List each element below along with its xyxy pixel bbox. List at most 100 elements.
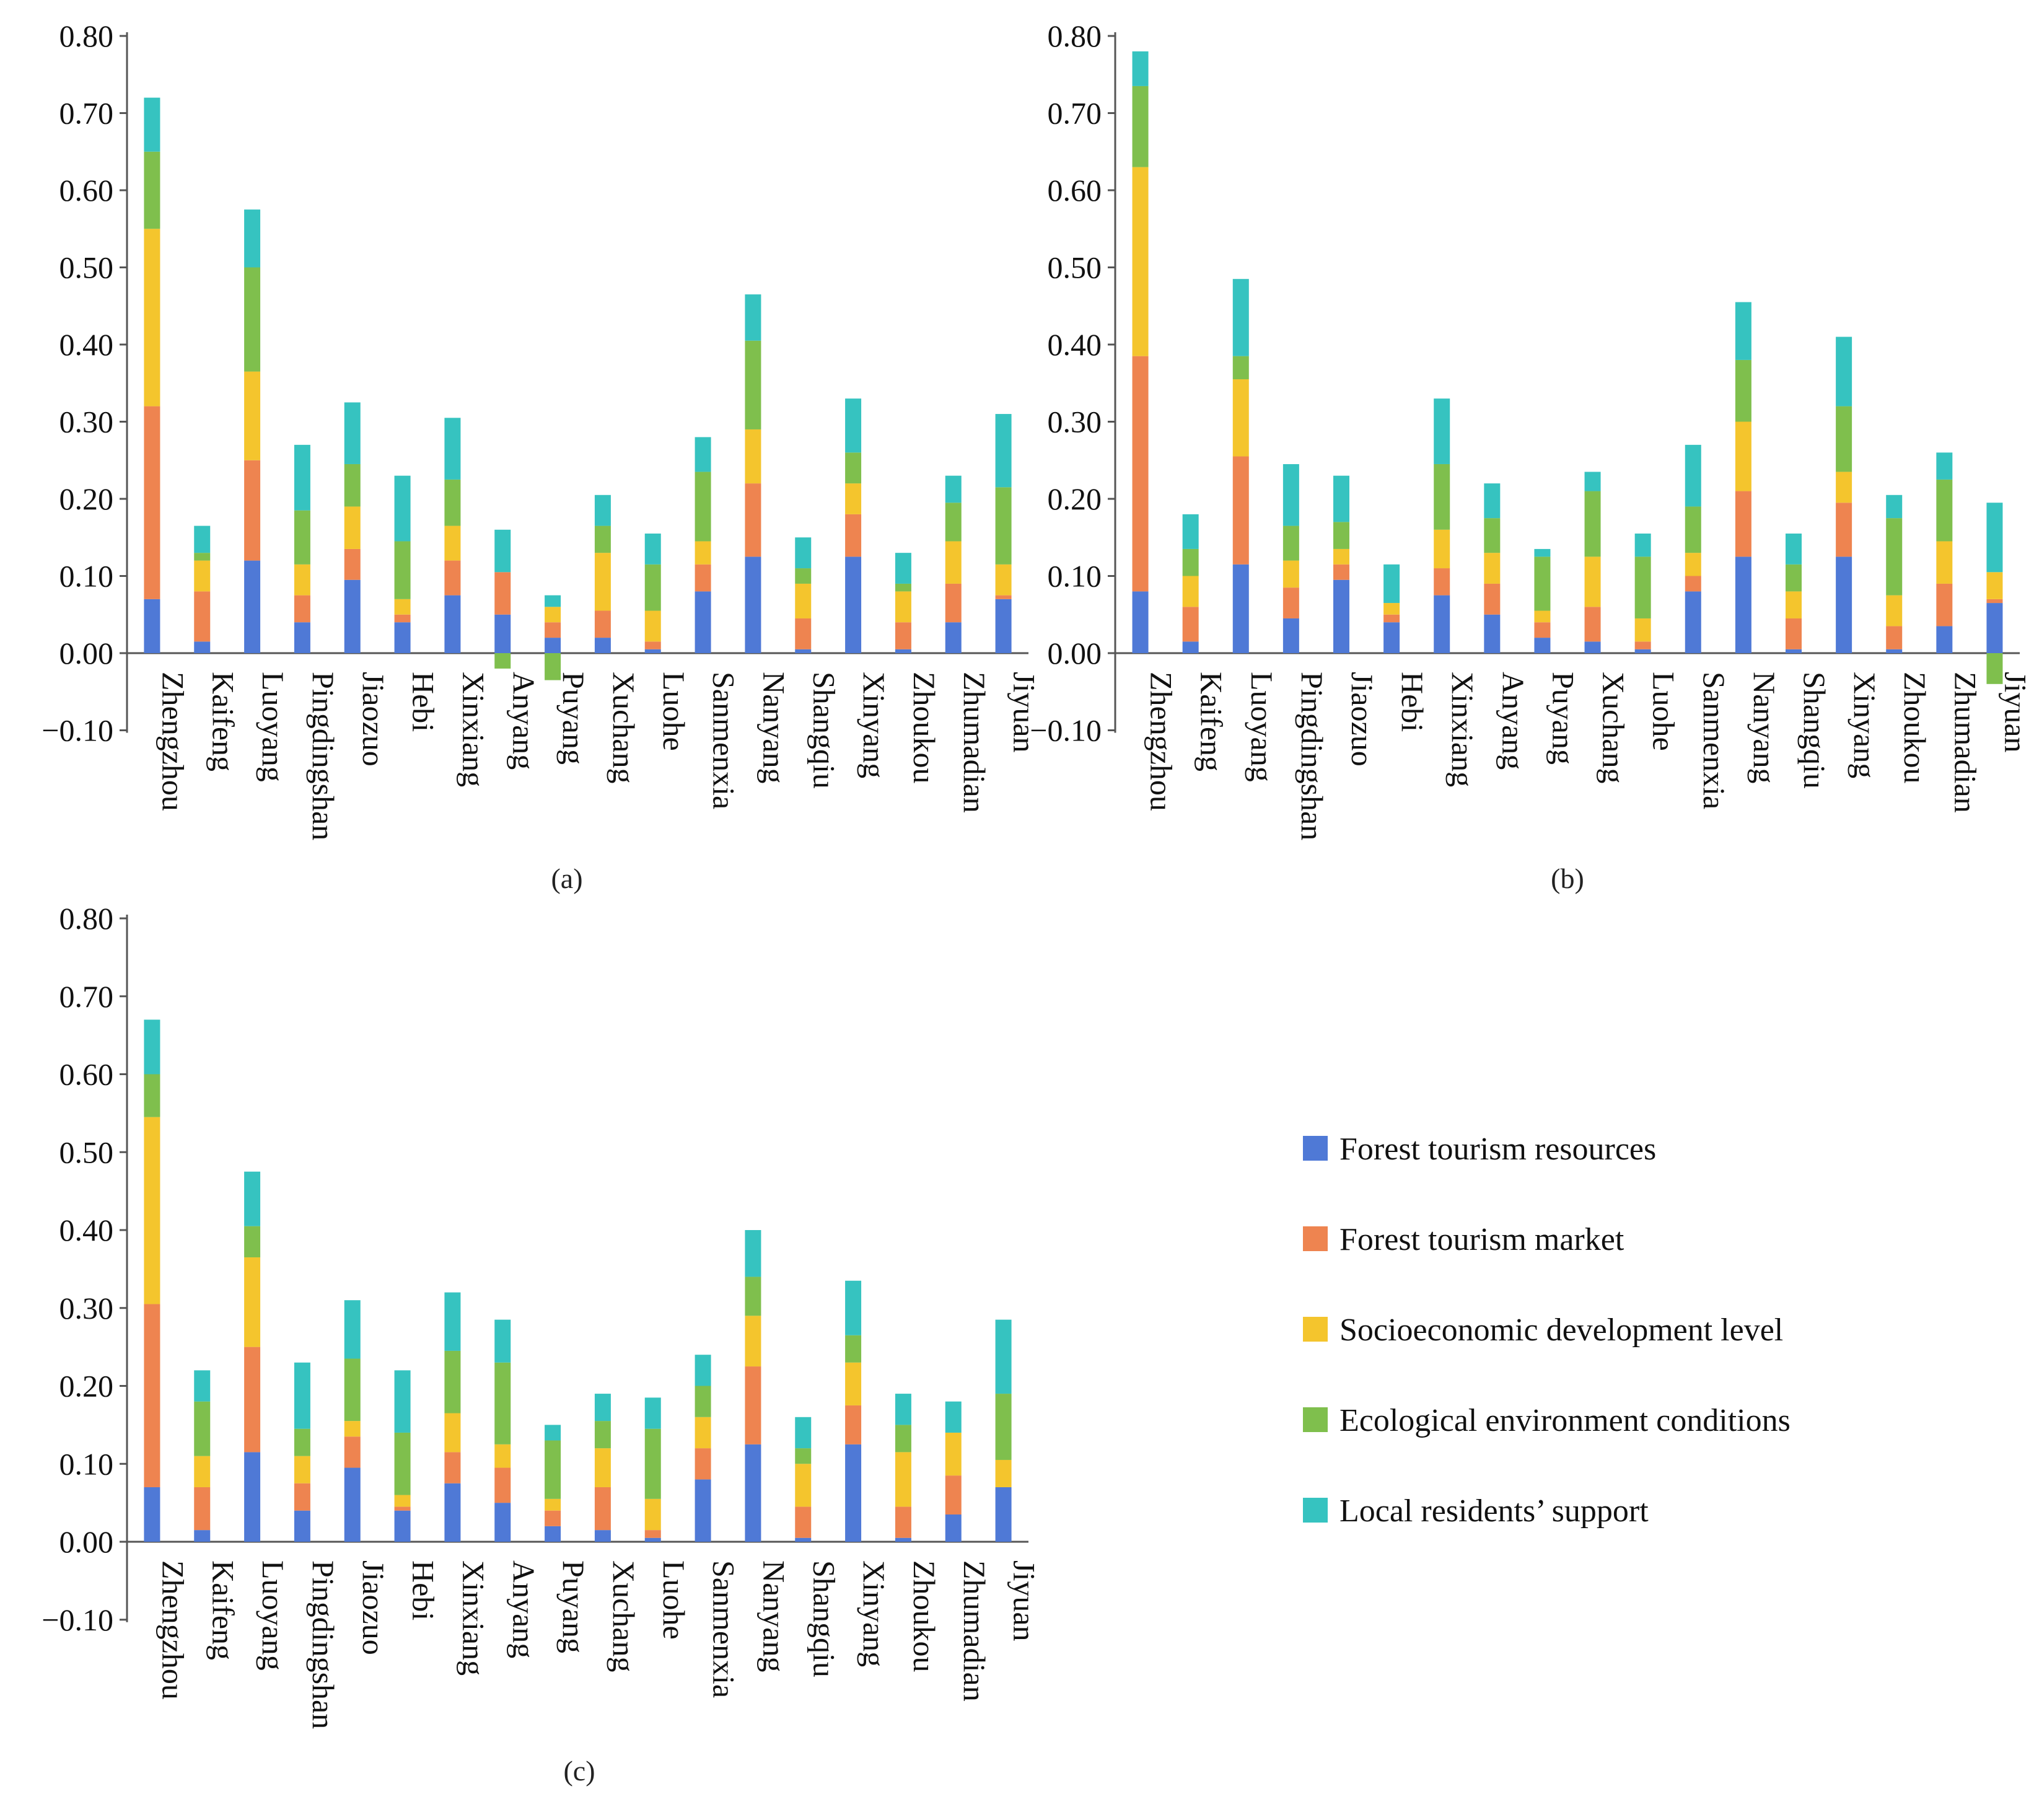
bar-segment-market [494, 572, 511, 615]
bar-segment-residents [945, 1401, 962, 1433]
x-tick-label: Luoyang [256, 1560, 291, 1671]
bar-segment-residents [895, 553, 911, 584]
bar-segment-socioeconomic [845, 483, 862, 514]
legend-item-forest-tourism-market: Forest tourism market [1303, 1222, 1624, 1257]
x-tick-label: Jiyuan [1007, 672, 1042, 753]
bar-segment-market [1282, 587, 1299, 618]
bar-segment-socioeconomic [344, 1421, 361, 1437]
bar-segment-residents [695, 437, 711, 472]
bar-segment-residents [845, 1280, 862, 1335]
bar-segment-socioeconomic [394, 1495, 411, 1507]
bar-segment-ecological [895, 583, 911, 592]
bar-segment-socioeconomic [945, 541, 962, 584]
bar-segment-residents [194, 1370, 211, 1402]
bar-segment-market [895, 622, 911, 649]
bar-segment-socioeconomic [1836, 472, 1852, 503]
bar-segment-market [194, 1487, 211, 1531]
bar-segment-residents [394, 475, 411, 542]
bar-segment-socioeconomic [144, 1117, 160, 1304]
bar-segment-resources [895, 649, 911, 653]
y-tick-label: 0.40 [59, 327, 114, 362]
bar-segment-market [1886, 626, 1903, 649]
bar-segment-socioeconomic [594, 553, 611, 611]
y-tick-label: 0.70 [59, 979, 114, 1014]
bar-segment-ecological [1333, 522, 1349, 549]
x-tick-label: Zhengzhou [1144, 672, 1179, 811]
bar-segment-socioeconomic [294, 564, 310, 596]
x-tick-label: Shangqiu [807, 672, 841, 789]
bar-segment-market [244, 1347, 261, 1453]
x-tick-label: Puyang [1546, 672, 1580, 765]
bar-segment-market [895, 1506, 911, 1538]
bar-segment-socioeconomic [1232, 379, 1249, 457]
x-tick-label: Luoyang [256, 672, 291, 782]
bar-segment-resources [144, 1487, 160, 1542]
bar-segment-market [144, 406, 160, 599]
bar-segment-socioeconomic [995, 564, 1012, 596]
bar-segment-market [945, 583, 962, 623]
bar-segment-ecological [845, 1335, 862, 1363]
bar-segment-socioeconomic [1786, 591, 1802, 618]
bar-segment-market [1735, 491, 1751, 557]
x-tick-label: Puyang [556, 1560, 591, 1653]
bar-segment-ecological [244, 267, 261, 372]
y-tick-label: 0.40 [59, 1213, 114, 1247]
bar-segment-residents [444, 418, 461, 480]
bar-segment-socioeconomic [995, 1459, 1012, 1487]
bar-segment-resources [594, 638, 611, 653]
bar-segment-ecological [795, 568, 812, 584]
bar-segment-residents [294, 444, 310, 511]
bar-segment-socioeconomic [1886, 595, 1903, 626]
y-tick-label: 0.50 [59, 1135, 114, 1169]
legend-label-forest-tourism-market: Forest tourism market [1339, 1222, 1624, 1257]
bar-segment-residents [995, 414, 1012, 488]
bar-segment-market [594, 1487, 611, 1531]
bar-segment-socioeconomic [895, 591, 911, 623]
bar-segment-ecological [1986, 653, 2003, 684]
bar-segment-market [1936, 583, 1953, 626]
bar-segment-socioeconomic [1484, 553, 1501, 584]
x-tick-label: Puyang [556, 672, 591, 765]
bar-segment-socioeconomic [244, 1257, 261, 1347]
bar-segment-ecological [695, 472, 711, 542]
bar-segment-residents [144, 97, 160, 152]
bar-segment-ecological [1936, 479, 1953, 542]
bar-segment-resources [895, 1537, 911, 1542]
bar-segment-residents [745, 294, 761, 341]
bar-segment-residents [1333, 475, 1349, 522]
x-tick-label: Hebi [406, 672, 441, 732]
bar-segment-market [845, 514, 862, 557]
legend-label-forest-tourism-resources: Forest tourism resources [1339, 1132, 1656, 1167]
chart-panel-c: 0.80 0.70 0.60 0.50 0.40 0.30 0.20 0.10 0.00 −0.1… [42, 901, 1041, 1787]
y-tick-label: 0.20 [59, 481, 114, 516]
bar-segment-ecological [294, 510, 310, 565]
x-tick-label: Zhumadian [1948, 672, 1983, 813]
y-tick-label: 0.20 [59, 1369, 114, 1404]
bar-segment-market [194, 591, 211, 642]
bar-segment-socioeconomic [745, 1316, 761, 1367]
x-tick-label: Xinxiang [456, 672, 491, 787]
bar-segment-ecological [144, 151, 160, 229]
bar-segment-resources [294, 622, 310, 653]
bar-segment-ecological [795, 1448, 812, 1464]
x-tick-label: Pingdingshan [1295, 672, 1330, 840]
bar-segment-resources [945, 622, 962, 653]
x-tick-label: Xuchang [607, 1560, 641, 1673]
bar-segment-socioeconomic [194, 560, 211, 592]
bar-segment-ecological [594, 1421, 611, 1449]
y-tick-label: 0.60 [1048, 173, 1102, 208]
y-tick-label: 0.10 [1048, 559, 1102, 594]
bar-segment-market [494, 1467, 511, 1503]
y-tick-label: 0.10 [59, 559, 114, 594]
bar-segment-ecological [995, 487, 1012, 565]
bar-segment-residents [344, 402, 361, 464]
bar-segment-ecological [945, 503, 962, 542]
bar-segment-socioeconomic [444, 1413, 461, 1453]
bar-segment-resources [1886, 649, 1903, 653]
bar-segment-market [945, 1475, 962, 1514]
bar-segment-resources [194, 1530, 211, 1542]
x-tick-label: Kaifeng [206, 1560, 240, 1660]
bar-segment-ecological [1282, 525, 1299, 561]
y-tick-label: 0.80 [59, 901, 114, 936]
